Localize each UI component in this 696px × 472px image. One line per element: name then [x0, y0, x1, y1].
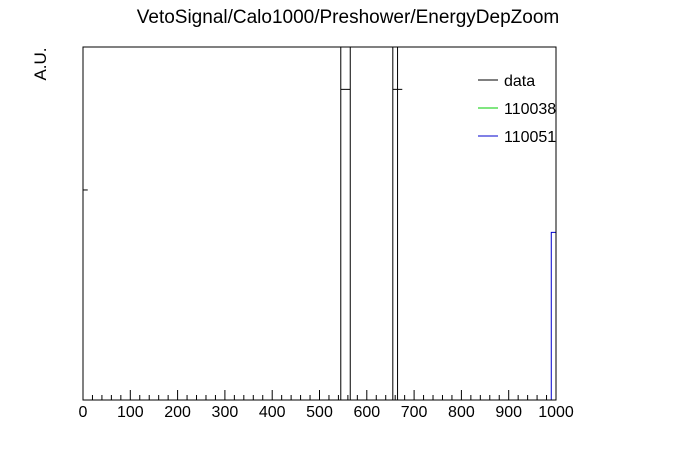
x-tick-label: 300 [212, 404, 239, 421]
plot-marks [83, 47, 557, 400]
plot-frame [82, 46, 557, 401]
legend-label-0: data [504, 73, 535, 90]
legend-label-1: 110038 [504, 101, 556, 118]
x-tick-label: 600 [353, 404, 380, 421]
legend-label-2: 110051 [504, 129, 556, 146]
x-tick-label: 200 [164, 404, 191, 421]
series-2-bin-0 [550, 231, 557, 400]
x-tick-label: 400 [259, 404, 286, 421]
x-tick-label: 700 [401, 404, 428, 421]
y-axis-label: A.U. [31, 47, 50, 80]
x-tick-label: 0 [79, 404, 88, 421]
x-tick-label: 900 [495, 404, 522, 421]
x-tick-label: 1000 [538, 404, 574, 421]
x-tick-label: 100 [117, 404, 144, 421]
x-axis: 0 100 200 300 400 500 600 700 800 900 1000 [79, 390, 574, 421]
x-tick-label: 500 [306, 404, 333, 421]
chart-title: VetoSignal/Calo1000/Preshower/EnergyDepZ… [137, 7, 559, 28]
legend: data 110038 110051 [478, 73, 556, 146]
x-tick-label: 800 [448, 404, 475, 421]
